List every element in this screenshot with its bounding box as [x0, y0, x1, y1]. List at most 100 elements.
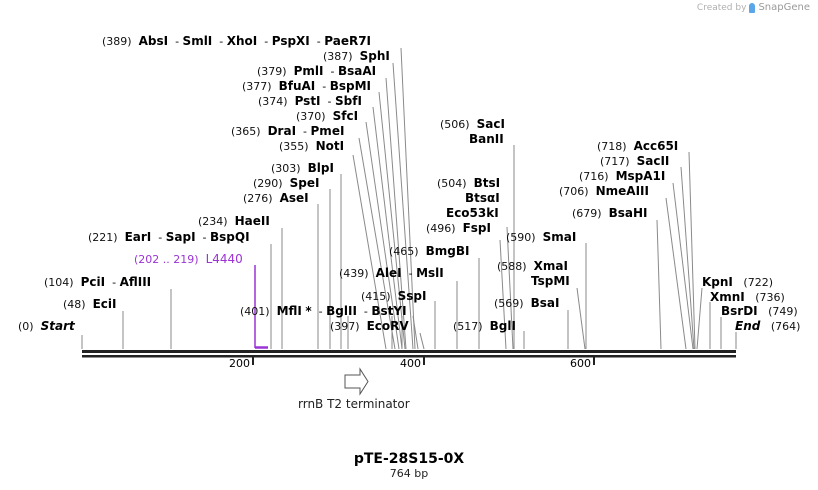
enzyme-acc65i[interactable]: Acc65I [633, 139, 679, 153]
site-label-722[interactable]: KpnI (722) [702, 275, 773, 290]
site-label-401[interactable]: (401) MflI * - BglII - BstYI [240, 304, 407, 319]
site-label-716[interactable]: (716) MspA1I [579, 169, 666, 184]
enzyme-psti[interactable]: PstI [294, 94, 321, 108]
enzyme-xmai[interactable]: XmaI [533, 259, 568, 273]
enzyme-pmli[interactable]: PmlI [293, 64, 324, 78]
site-label-end[interactable]: End (764) [735, 319, 801, 334]
enzyme-tspmi[interactable]: TspMI [531, 274, 570, 288]
site-label-590[interactable]: (590) SmaI [506, 230, 577, 245]
end-marker[interactable]: End [735, 319, 761, 333]
enzyme-banii[interactable]: BanII [469, 132, 504, 146]
enzyme-nmeaiii[interactable]: NmeAIII [595, 184, 649, 198]
site-label-389[interactable]: (389) AbsI - SmlI - XhoI - PspXI - PaeR7… [102, 34, 372, 49]
enzyme-blpi[interactable]: BlpI [307, 161, 334, 175]
site-label-679[interactable]: (679) BsaHI [572, 206, 648, 221]
site-label-465[interactable]: (465) BmgBI [389, 244, 470, 259]
primer-label[interactable]: (202 .. 219) L4440 [134, 252, 243, 267]
site-label-290[interactable]: (290) SpeI [253, 176, 320, 191]
site-label-221[interactable]: (221) EarI - SapI - BspQI [88, 230, 250, 245]
enzyme-mspa1i[interactable]: MspA1I [615, 169, 666, 183]
start-marker[interactable]: Start [40, 319, 75, 333]
site-label-397[interactable]: (397) EcoRV [330, 319, 409, 334]
enzyme-bstyi[interactable]: BstYI [371, 304, 407, 318]
site-label-374[interactable]: (374) PstI - SbfI [258, 94, 362, 109]
enzyme-msli[interactable]: MslI [416, 266, 444, 280]
primer-name[interactable]: L4440 [205, 252, 243, 266]
enzyme-bfuai[interactable]: BfuAI [278, 79, 316, 93]
site-label-706[interactable]: (706) NmeAIII [559, 184, 649, 199]
site-label-504[interactable]: (504) BtsI [437, 176, 501, 191]
enzyme-noti[interactable]: NotI [315, 139, 345, 153]
site-label-717[interactable]: (717) SacII [600, 154, 670, 169]
enzyme-asei[interactable]: AseI [279, 191, 309, 205]
enzyme-bspmi[interactable]: BspMI [329, 79, 372, 93]
enzyme-btsi[interactable]: BtsI [473, 176, 501, 190]
site-label-439[interactable]: (439) AleI - MslI [339, 266, 444, 281]
site-label-234[interactable]: (234) HaeII [198, 214, 270, 229]
enzyme-sphi[interactable]: SphI [359, 49, 390, 63]
enzyme-bsai[interactable]: BsaI [530, 296, 560, 310]
site-label-588b[interactable]: TspMI [531, 275, 570, 288]
site-label-303[interactable]: (303) BlpI [271, 161, 334, 176]
site-label-504c[interactable]: Eco53kI [446, 207, 499, 220]
site-label-104[interactable]: (104) PciI - AflIII [44, 275, 152, 290]
enzyme-sspi[interactable]: SspI [397, 289, 427, 303]
enzyme-haeii[interactable]: HaeII [234, 214, 270, 228]
site-label-569[interactable]: (569) BsaI [494, 296, 560, 311]
enzyme-mfli[interactable]: MflI [276, 304, 302, 318]
enzyme-afliii[interactable]: AflIII [119, 275, 152, 289]
enzyme-sapi[interactable]: SapI [165, 230, 196, 244]
enzyme-bmgbi[interactable]: BmgBI [425, 244, 470, 258]
enzyme-paer7i[interactable]: PaeR7I [324, 34, 372, 48]
enzyme-sfci[interactable]: SfcI [332, 109, 359, 123]
snapgene-logo-icon [749, 2, 756, 13]
site-label-517[interactable]: (517) BglI [453, 319, 516, 334]
enzyme-ecorv[interactable]: EcoRV [366, 319, 409, 333]
feature-label[interactable]: rrnB T2 terminator [298, 397, 410, 411]
enzyme-bsahi[interactable]: BsaHI [608, 206, 648, 220]
enzyme-saci[interactable]: SacI [476, 117, 505, 131]
enzyme-smli[interactable]: SmlI [182, 34, 213, 48]
site-label-718[interactable]: (718) Acc65I [597, 139, 679, 154]
enzyme-sbfi[interactable]: SbfI [335, 94, 362, 108]
enzyme-drai[interactable]: DraI [267, 124, 297, 138]
enzyme-pmei[interactable]: PmeI [310, 124, 345, 138]
site-label-365[interactable]: (365) DraI - PmeI [231, 124, 345, 139]
enzyme-ecii[interactable]: EciI [92, 297, 117, 311]
enzyme-sacii[interactable]: SacII [636, 154, 670, 168]
enzyme-fspi[interactable]: FspI [462, 221, 491, 235]
enzyme-bsrdi[interactable]: BsrDI [721, 304, 758, 318]
site-label-496[interactable]: (496) FspI [426, 221, 491, 236]
enzyme-alei[interactable]: AleI [375, 266, 402, 280]
site-label-48[interactable]: (48) EciI [63, 297, 117, 312]
site-label-355[interactable]: (355) NotI [279, 139, 345, 154]
site-label-415[interactable]: (415) SspI [361, 289, 427, 304]
enzyme-eco53ki[interactable]: Eco53kI [446, 206, 499, 220]
site-label-276[interactable]: (276) AseI [243, 191, 309, 206]
enzyme-spei[interactable]: SpeI [289, 176, 320, 190]
enzyme-bsaai[interactable]: BsaAI [337, 64, 377, 78]
enzyme-bglii[interactable]: BglII [326, 304, 357, 318]
site-label-506[interactable]: (506) SacI [440, 117, 505, 132]
enzyme-smai[interactable]: SmaI [542, 230, 577, 244]
enzyme-pspxi[interactable]: PspXI [271, 34, 310, 48]
enzyme-kpni[interactable]: KpnI [702, 275, 733, 289]
site-label-387[interactable]: (387) SphI [323, 49, 390, 64]
site-label-588[interactable]: (588) XmaI [497, 259, 568, 274]
enzyme-bspqi[interactable]: BspQI [210, 230, 250, 244]
enzyme-xmni[interactable]: XmnI [710, 290, 745, 304]
enzyme-absi[interactable]: AbsI [138, 34, 169, 48]
site-label-379[interactable]: (379) PmlI - BsaAI [257, 64, 377, 79]
enzyme-bgli[interactable]: BglI [489, 319, 516, 333]
site-label-504b[interactable]: BtsαI [465, 192, 500, 205]
enzyme-eari[interactable]: EarI [124, 230, 152, 244]
site-label-506b[interactable]: BanII [469, 133, 504, 146]
enzyme-btsai[interactable]: BtsαI [465, 191, 500, 205]
site-label-370[interactable]: (370) SfcI [296, 109, 359, 124]
enzyme-pcii[interactable]: PciI [80, 275, 106, 289]
site-label-start[interactable]: (0) Start [18, 319, 75, 334]
site-label-736[interactable]: XmnI (736) [710, 290, 785, 305]
site-label-377[interactable]: (377) BfuAI - BspMI [242, 79, 372, 94]
enzyme-xhoi[interactable]: XhoI [226, 34, 258, 48]
site-label-749[interactable]: BsrDI (749) [721, 304, 798, 319]
